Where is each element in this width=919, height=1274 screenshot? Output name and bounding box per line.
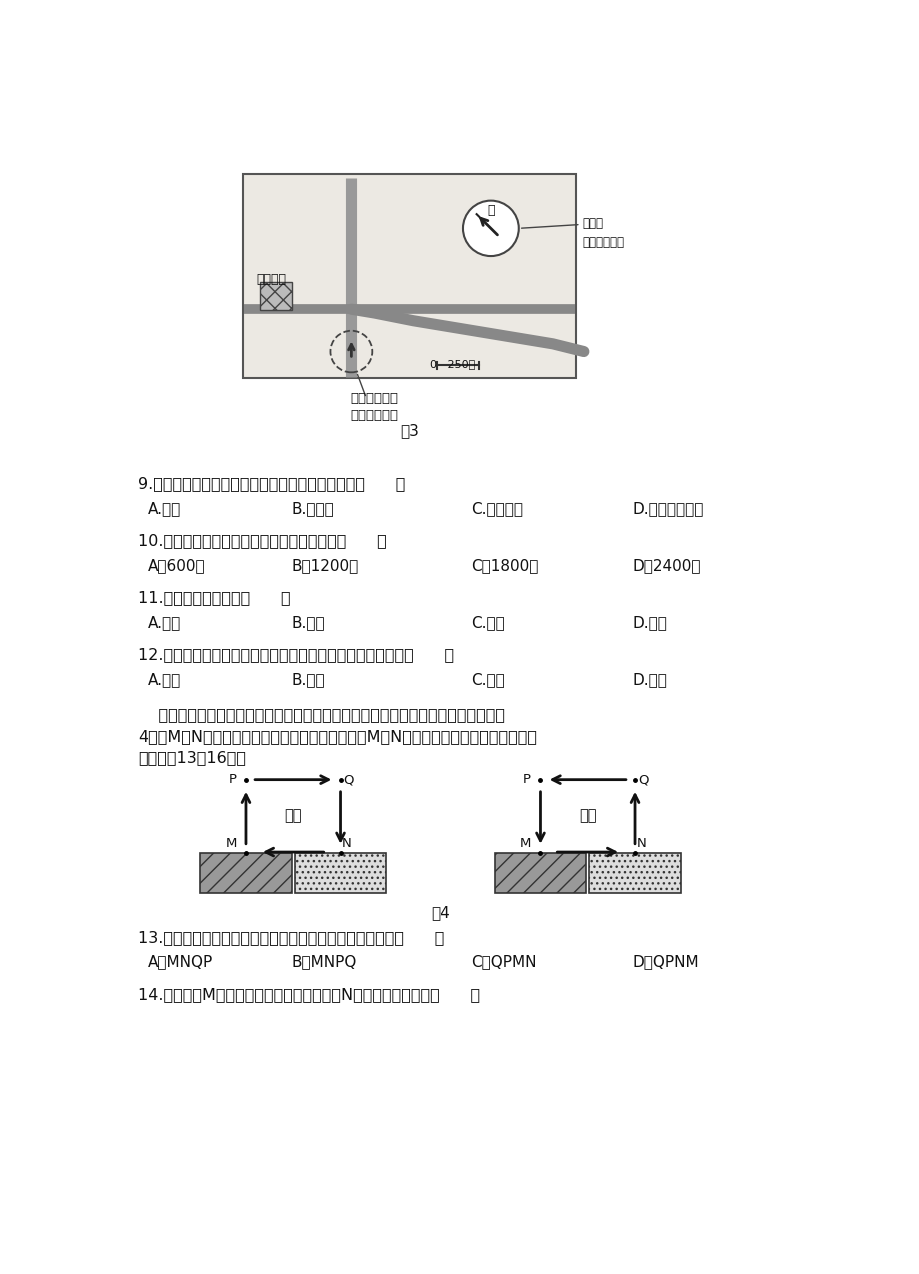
- Text: A.左上: A.左上: [147, 671, 181, 687]
- Text: A．600米: A．600米: [147, 558, 205, 573]
- Text: C.西南: C.西南: [471, 615, 505, 629]
- Bar: [589, 852, 680, 893]
- Text: A．MNQP: A．MNQP: [147, 954, 212, 970]
- Bar: [294, 852, 386, 893]
- Text: P: P: [229, 773, 236, 786]
- Text: 陆风: 陆风: [578, 808, 596, 823]
- Text: C.全球定位: C.全球定位: [471, 501, 523, 516]
- Text: （车头朝上）: （车头朝上）: [350, 409, 398, 422]
- Text: B.计算机: B.计算机: [291, 501, 335, 516]
- Text: B．MNPQ: B．MNPQ: [291, 954, 357, 970]
- Text: D．QPNM: D．QPNM: [632, 954, 698, 970]
- Text: M: M: [225, 837, 236, 850]
- Text: N: N: [342, 837, 351, 850]
- Text: Q: Q: [638, 773, 648, 786]
- Text: 12.汽车在前方左拐弯后，导航仪面板上的指向标箭头朝向为（      ）: 12.汽车在前方左拐弯后，导航仪面板上的指向标箭头朝向为（ ）: [138, 647, 454, 662]
- Text: D．2400米: D．2400米: [632, 558, 700, 573]
- Text: 指向标
（箭头朝北）: 指向标 （箭头朝北）: [582, 217, 624, 248]
- Text: Q: Q: [344, 773, 354, 786]
- Text: 4示意M、N两点间两个不同时刻的热力环流情况，M、N两点均位于北半球中纬度地区。: 4示意M、N两点间两个不同时刻的热力环流情况，M、N两点均位于北半球中纬度地区。: [138, 729, 537, 744]
- Text: D.地理信息系统: D.地理信息系统: [632, 501, 703, 516]
- Bar: [243, 175, 575, 378]
- Text: B.东北: B.东北: [291, 615, 325, 629]
- Text: N: N: [636, 837, 646, 850]
- Text: 当前汽车位置: 当前汽车位置: [350, 392, 398, 405]
- Text: 北: 北: [486, 204, 494, 217]
- Text: D.西北: D.西北: [632, 615, 667, 629]
- Text: B．1200米: B．1200米: [291, 558, 358, 573]
- Circle shape: [462, 200, 518, 256]
- Text: B.右上: B.右上: [291, 671, 325, 687]
- Text: A.东南: A.东南: [147, 615, 181, 629]
- Text: 14.一天中，M点由最高温降至最低温期间，N的气温变化表现为（      ）: 14.一天中，M点由最高温降至最低温期间，N的气温变化表现为（ ）: [138, 987, 480, 1001]
- Text: C．1800米: C．1800米: [471, 558, 539, 573]
- Bar: [200, 852, 291, 893]
- Bar: [260, 283, 292, 310]
- Text: 13.当陆风出现时，图中四点的气压由高到低的正确排序是（      ）: 13.当陆风出现时，图中四点的气压由高到低的正确排序是（ ）: [138, 930, 444, 945]
- Text: 百货大楼: 百货大楼: [256, 273, 287, 285]
- Bar: [494, 852, 585, 893]
- Text: 海风: 海风: [284, 808, 301, 823]
- Text: 11.当前汽车正驶向是（      ）: 11.当前汽车正驶向是（ ）: [138, 590, 290, 605]
- Text: 图3: 图3: [400, 423, 418, 438]
- Text: C．QPMN: C．QPMN: [471, 954, 537, 970]
- Text: P: P: [523, 773, 530, 786]
- Text: 图4: 图4: [431, 905, 449, 920]
- Text: 10.汽车从当前位置行驶到百货大楼路程约为（      ）: 10.汽车从当前位置行驶到百货大楼路程约为（ ）: [138, 534, 387, 548]
- Text: 海陆风包括海风和陆风，是因热力环流而形成的，其风向在一天中有明显变化。图: 海陆风包括海风和陆风，是因热力环流而形成的，其风向在一天中有明显变化。图: [138, 707, 505, 722]
- Text: 0   250米: 0 250米: [430, 359, 475, 369]
- Text: D.右下: D.右下: [632, 671, 667, 687]
- Text: 读图回答13～16题。: 读图回答13～16题。: [138, 750, 246, 766]
- Text: A.遥感: A.遥感: [147, 501, 181, 516]
- Text: 9.导航仪能即时显示汽车位置，主要依靠的技术是（      ）: 9.导航仪能即时显示汽车位置，主要依靠的技术是（ ）: [138, 476, 405, 492]
- Text: M: M: [519, 837, 530, 850]
- Text: C.左下: C.左下: [471, 671, 505, 687]
